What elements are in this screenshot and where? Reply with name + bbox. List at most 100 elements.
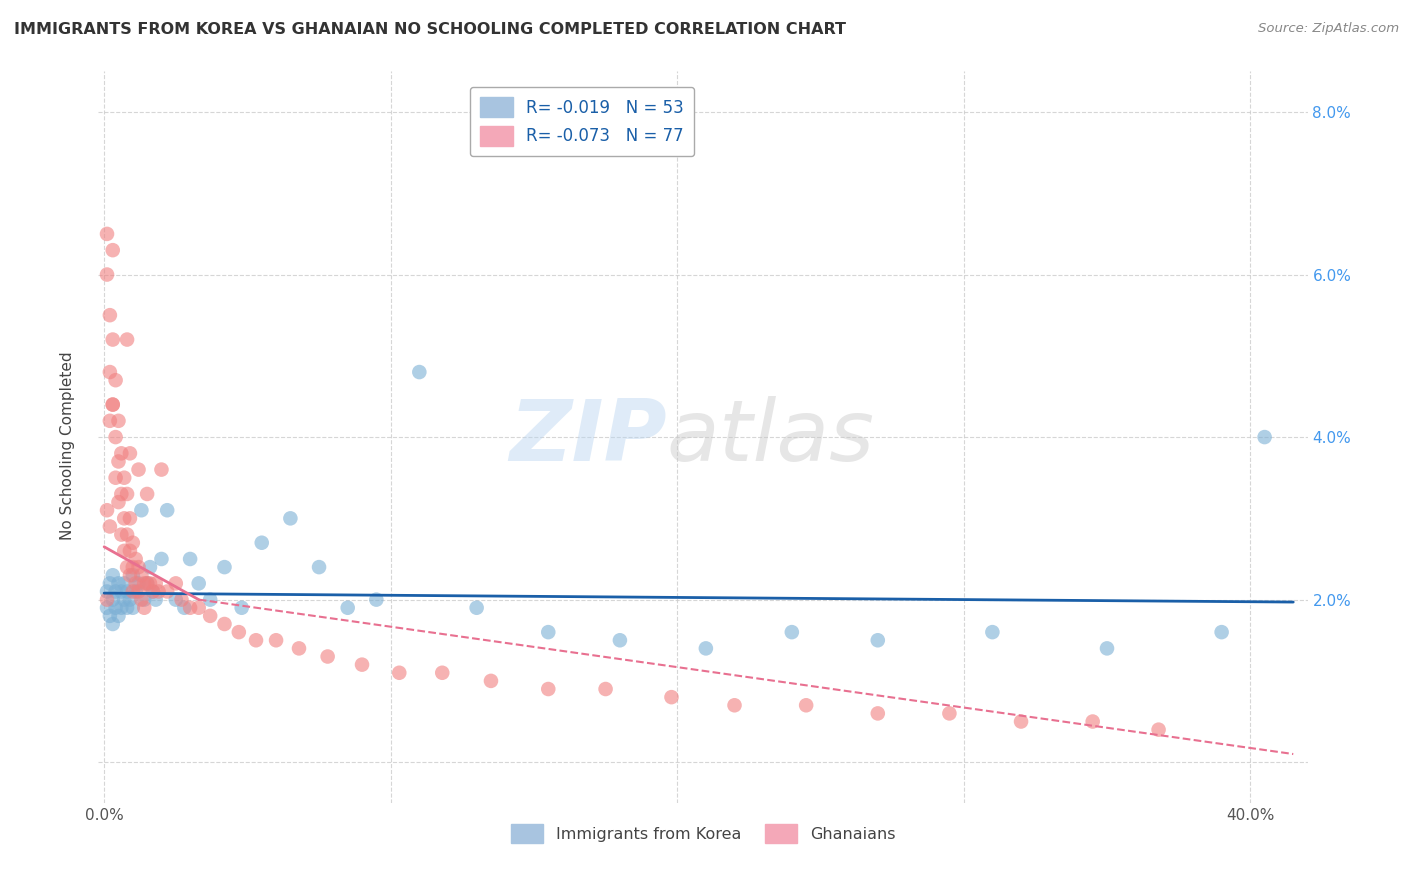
Point: [156, 584, 179, 599]
Point: [101, 333, 124, 347]
Point: [115, 600, 138, 615]
Point: [1010, 714, 1032, 729]
Point: [794, 698, 817, 713]
Point: [148, 584, 170, 599]
Point: [112, 592, 135, 607]
Point: [198, 608, 221, 623]
Point: [96, 584, 118, 599]
Point: [107, 576, 129, 591]
Point: [134, 600, 156, 615]
Point: [96, 600, 118, 615]
Point: [537, 625, 560, 640]
Point: [98, 414, 121, 428]
Point: [173, 600, 195, 615]
Point: [245, 633, 267, 648]
Point: [104, 373, 127, 387]
Point: [280, 511, 302, 525]
Point: [110, 527, 132, 541]
Legend: Immigrants from Korea, Ghanaians: Immigrants from Korea, Ghanaians: [505, 817, 901, 850]
Point: [118, 446, 141, 460]
Point: [1253, 430, 1275, 444]
Point: [866, 706, 889, 721]
Point: [107, 414, 129, 428]
Point: [131, 592, 153, 607]
Point: [231, 600, 253, 615]
Point: [101, 243, 124, 257]
Point: [366, 592, 388, 607]
Point: [96, 268, 118, 282]
Point: [118, 511, 141, 525]
Point: [145, 576, 167, 591]
Point: [214, 617, 236, 632]
Point: [595, 681, 617, 696]
Point: [115, 560, 138, 574]
Point: [98, 519, 121, 533]
Point: [316, 649, 339, 664]
Text: atlas: atlas: [666, 395, 875, 479]
Point: [96, 503, 118, 517]
Point: [98, 608, 121, 623]
Point: [408, 365, 430, 379]
Point: [98, 365, 121, 379]
Point: [124, 584, 146, 599]
Point: [1211, 625, 1233, 640]
Point: [96, 227, 118, 241]
Point: [128, 560, 150, 574]
Point: [121, 535, 143, 549]
Point: [165, 592, 187, 607]
Point: [134, 592, 156, 607]
Point: [101, 398, 124, 412]
Point: [112, 544, 135, 558]
Point: [139, 576, 162, 591]
Point: [136, 576, 159, 591]
Point: [250, 535, 273, 549]
Point: [142, 584, 165, 599]
Point: [336, 600, 359, 615]
Point: [124, 552, 146, 566]
Point: [661, 690, 683, 705]
Point: [150, 552, 173, 566]
Point: [121, 584, 143, 599]
Point: [723, 698, 745, 713]
Point: [134, 576, 156, 591]
Point: [107, 454, 129, 468]
Point: [170, 592, 193, 607]
Point: [104, 584, 127, 599]
Point: [128, 462, 150, 476]
Point: [118, 568, 141, 582]
Point: [136, 576, 159, 591]
Point: [136, 487, 159, 501]
Point: [101, 398, 124, 412]
Point: [115, 333, 138, 347]
Point: [214, 560, 236, 574]
Point: [1095, 641, 1118, 656]
Point: [350, 657, 373, 672]
Point: [695, 641, 717, 656]
Point: [128, 584, 150, 599]
Point: [121, 560, 143, 574]
Point: [101, 617, 124, 632]
Text: IMMIGRANTS FROM KOREA VS GHANAIAN NO SCHOOLING COMPLETED CORRELATION CHART: IMMIGRANTS FROM KOREA VS GHANAIAN NO SCH…: [14, 22, 846, 37]
Point: [187, 600, 209, 615]
Point: [142, 584, 165, 599]
Point: [124, 576, 146, 591]
Point: [110, 446, 132, 460]
Point: [465, 600, 488, 615]
Point: [110, 487, 132, 501]
Point: [198, 592, 221, 607]
Point: [110, 600, 132, 615]
Point: [115, 584, 138, 599]
Point: [96, 592, 118, 607]
Point: [228, 625, 250, 640]
Point: [128, 576, 150, 591]
Point: [104, 600, 127, 615]
Point: [479, 673, 502, 688]
Point: [981, 625, 1004, 640]
Point: [104, 471, 127, 485]
Point: [107, 608, 129, 623]
Point: [187, 576, 209, 591]
Point: [121, 568, 143, 582]
Point: [264, 633, 287, 648]
Point: [101, 568, 124, 582]
Point: [139, 560, 162, 574]
